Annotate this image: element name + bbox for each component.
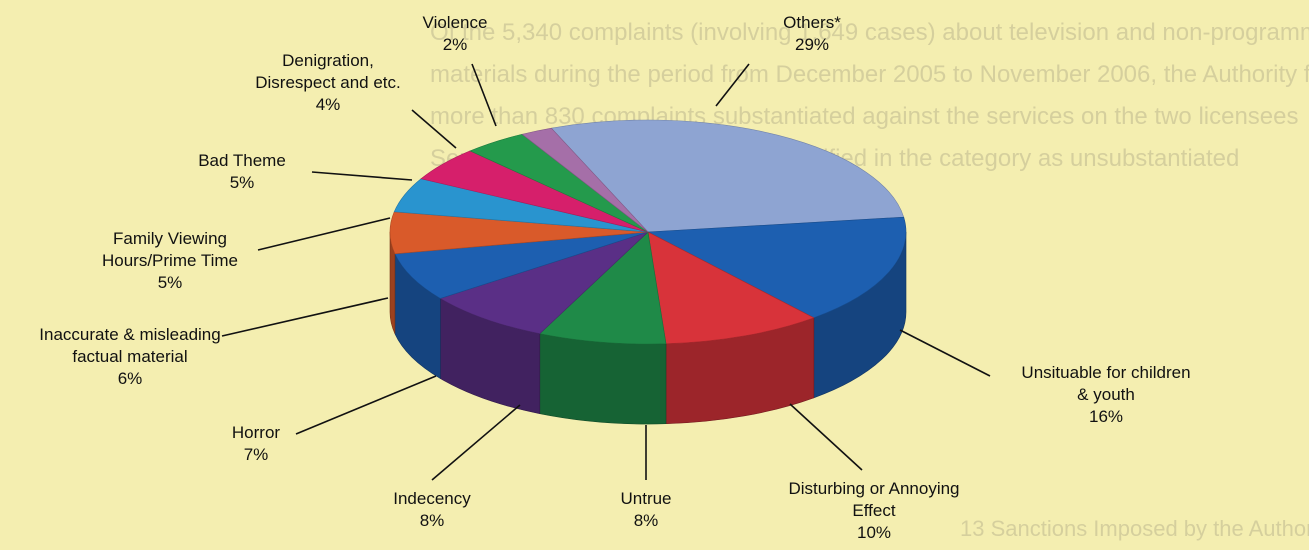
label-denigration-text: Disrespect and etc. [255, 73, 401, 92]
label-family-text: Hours/Prime Time [102, 251, 238, 270]
label-untrue-text: Untrue [620, 489, 671, 508]
label-denigration-value: 4% [316, 95, 341, 114]
label-badtheme-text: Bad Theme [198, 151, 286, 170]
label-unsuitable-value: 16% [1089, 407, 1123, 426]
label-others-text: Others* [783, 13, 841, 32]
label-unsuitable-text: Unsituable for children [1021, 363, 1190, 382]
label-badtheme-value: 5% [230, 173, 255, 192]
label-horror: Horror 7% [232, 423, 281, 464]
label-badtheme: Bad Theme 5% [198, 151, 286, 192]
leader-line-family [258, 218, 390, 250]
leader-line-badtheme [312, 172, 412, 180]
label-indecency: Indecency 8% [393, 489, 471, 530]
label-family-value: 5% [158, 273, 183, 292]
label-untrue-value: 8% [634, 511, 659, 530]
leader-line-indecency [432, 405, 520, 480]
pie-layer [390, 120, 906, 424]
label-violence-value: 2% [443, 35, 468, 54]
label-denigration: Denigration, Disrespect and etc. 4% [255, 51, 401, 114]
label-inaccurate: Inaccurate & misleading factual material 6… [39, 325, 220, 388]
label-indecency-text: Indecency [393, 489, 471, 508]
label-disturbing-text: Disturbing or Annoying [788, 479, 959, 498]
leader-line-horror [296, 376, 436, 434]
label-disturbing: Disturbing or Annoying Effect 10% [788, 479, 959, 542]
label-inaccurate-text: factual material [72, 347, 187, 366]
leader-line-disturbing [790, 404, 862, 470]
label-violence-text: Violence [423, 13, 488, 32]
label-unsuitable: Unsituable for children & youth 16% [1021, 363, 1190, 426]
leader-line-unsuitable [900, 330, 990, 376]
label-family-text: Family Viewing [113, 229, 227, 248]
label-disturbing-value: 10% [857, 523, 891, 542]
label-others-value: 29% [795, 35, 829, 54]
leader-line-inaccurate [222, 298, 388, 336]
label-family: Family Viewing Hours/Prime Time 5% [102, 229, 238, 292]
label-indecency-value: 8% [420, 511, 445, 530]
background-text-line: Of the 5,340 complaints (involving 1,649… [430, 19, 1309, 46]
slice-side-untrue [540, 334, 666, 424]
background-text-line: 13 Sanctions Imposed by the Authority on… [960, 516, 1309, 541]
label-denigration-text: Denigration, [282, 51, 374, 70]
label-inaccurate-value: 6% [118, 369, 143, 388]
label-unsuitable-text: & youth [1077, 385, 1135, 404]
background-text-line: materials during the period from Decembe… [430, 61, 1309, 88]
label-horror-value: 7% [244, 445, 269, 464]
background-text-line: more than 830 complaints substantiated a… [430, 103, 1299, 130]
label-inaccurate-text: Inaccurate & misleading [39, 325, 220, 344]
label-disturbing-text: Effect [852, 501, 895, 520]
label-untrue: Untrue 8% [620, 489, 671, 530]
label-horror-text: Horror [232, 423, 281, 442]
